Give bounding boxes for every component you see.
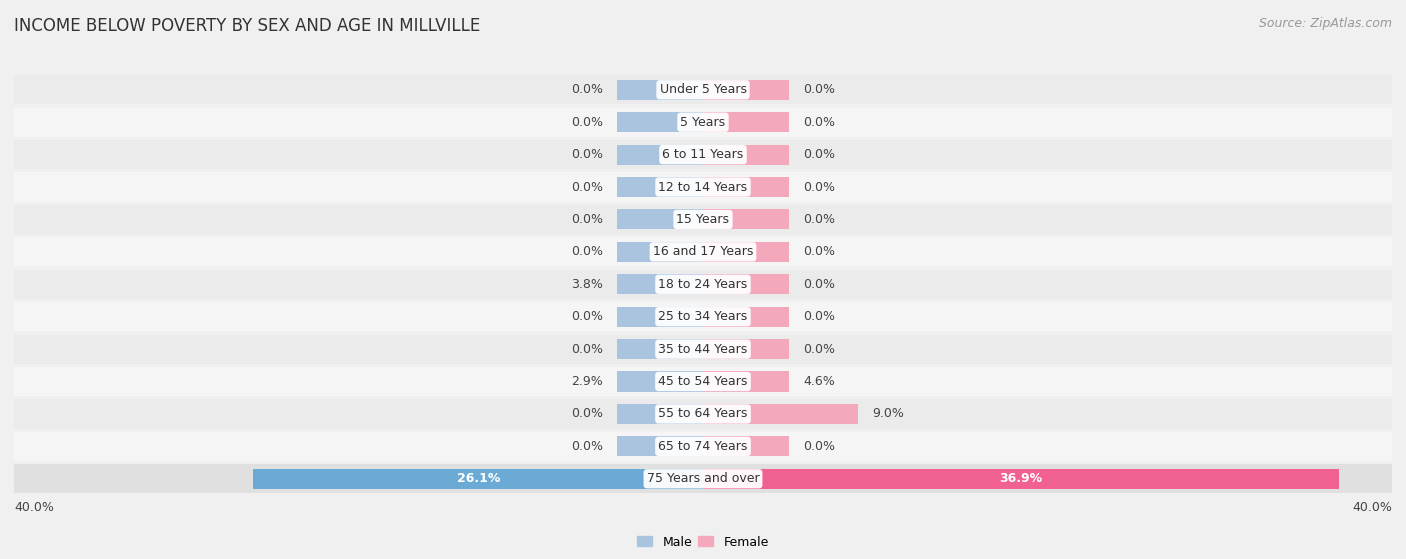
Bar [703,242,789,262]
Bar [617,145,703,165]
Text: 0.0%: 0.0% [803,181,835,193]
Bar [14,140,1392,169]
Bar [703,112,789,132]
Text: 40.0%: 40.0% [14,501,53,514]
Text: 0.0%: 0.0% [803,213,835,226]
Bar [617,177,703,197]
Bar [703,404,858,424]
Bar [617,404,703,424]
Bar [14,302,1392,331]
Bar [14,334,1392,364]
Bar [703,339,789,359]
Bar [14,269,1392,299]
Text: 55 to 64 Years: 55 to 64 Years [658,408,748,420]
Bar [617,210,703,230]
Text: 0.0%: 0.0% [803,278,835,291]
Text: 0.0%: 0.0% [571,245,603,258]
Bar [617,274,703,295]
Bar [14,464,1392,494]
Text: 36.9%: 36.9% [1000,472,1042,485]
Bar [703,177,789,197]
Bar [14,205,1392,234]
Text: 0.0%: 0.0% [571,343,603,356]
Bar [617,339,703,359]
Bar [617,112,703,132]
Bar [703,437,789,456]
Text: 0.0%: 0.0% [571,310,603,323]
Text: 45 to 54 Years: 45 to 54 Years [658,375,748,388]
Text: Under 5 Years: Under 5 Years [659,83,747,96]
Text: 0.0%: 0.0% [803,148,835,161]
Bar [14,237,1392,267]
Text: 0.0%: 0.0% [803,343,835,356]
Bar [253,469,703,489]
Bar [14,107,1392,137]
Bar [703,80,789,100]
Text: 75 Years and over: 75 Years and over [647,472,759,485]
Bar [14,75,1392,105]
Bar [14,367,1392,396]
Text: 0.0%: 0.0% [571,116,603,129]
Bar [703,274,789,295]
Text: 0.0%: 0.0% [571,83,603,96]
Text: Source: ZipAtlas.com: Source: ZipAtlas.com [1258,17,1392,30]
Text: 0.0%: 0.0% [571,408,603,420]
Legend: Male, Female: Male, Female [633,530,773,553]
Text: 6 to 11 Years: 6 to 11 Years [662,148,744,161]
Bar [703,210,789,230]
Bar [14,172,1392,202]
Text: 12 to 14 Years: 12 to 14 Years [658,181,748,193]
Text: 4.6%: 4.6% [803,375,835,388]
Text: 40.0%: 40.0% [1353,501,1392,514]
Text: 65 to 74 Years: 65 to 74 Years [658,440,748,453]
Text: 0.0%: 0.0% [803,310,835,323]
Text: 0.0%: 0.0% [571,213,603,226]
Bar [617,307,703,327]
Bar [617,242,703,262]
Bar [14,399,1392,429]
Text: 35 to 44 Years: 35 to 44 Years [658,343,748,356]
Bar [703,307,789,327]
Text: 0.0%: 0.0% [571,148,603,161]
Text: 3.8%: 3.8% [571,278,603,291]
Text: INCOME BELOW POVERTY BY SEX AND AGE IN MILLVILLE: INCOME BELOW POVERTY BY SEX AND AGE IN M… [14,17,481,35]
Text: 0.0%: 0.0% [803,245,835,258]
Bar [14,432,1392,461]
Text: 2.9%: 2.9% [571,375,603,388]
Text: 0.0%: 0.0% [803,83,835,96]
Text: 0.0%: 0.0% [803,116,835,129]
Text: 0.0%: 0.0% [571,181,603,193]
Bar [617,80,703,100]
Text: 15 Years: 15 Years [676,213,730,226]
Bar [703,469,1339,489]
Text: 26.1%: 26.1% [457,472,501,485]
Text: 25 to 34 Years: 25 to 34 Years [658,310,748,323]
Text: 0.0%: 0.0% [803,440,835,453]
Bar [617,372,703,392]
Text: 9.0%: 9.0% [872,408,904,420]
Bar [703,145,789,165]
Text: 16 and 17 Years: 16 and 17 Years [652,245,754,258]
Bar [703,372,789,392]
Text: 5 Years: 5 Years [681,116,725,129]
Text: 18 to 24 Years: 18 to 24 Years [658,278,748,291]
Bar [617,437,703,456]
Text: 0.0%: 0.0% [571,440,603,453]
